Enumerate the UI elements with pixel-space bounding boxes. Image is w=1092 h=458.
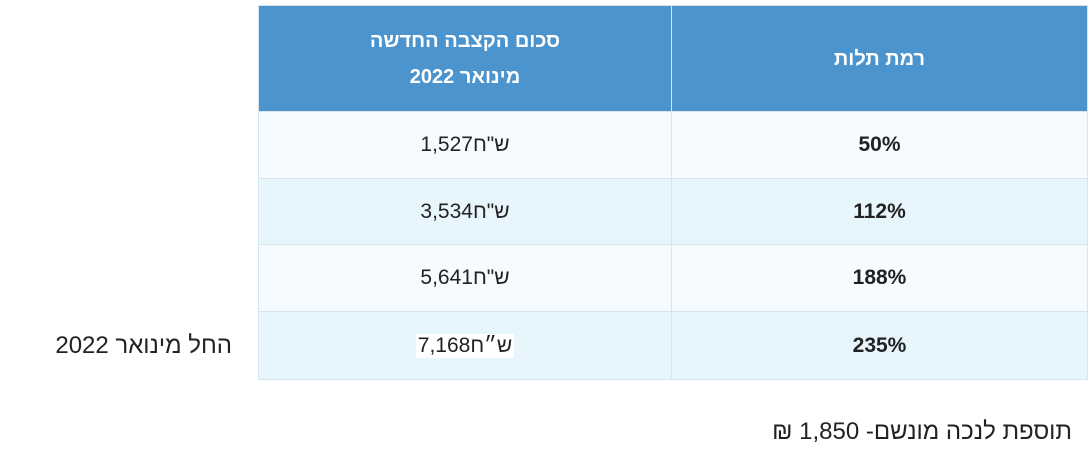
header-text: מינואר 2022 bbox=[409, 65, 521, 88]
header-cell: רמת תלות bbox=[671, 5, 1088, 112]
header-text: סכום הקצבה החדשה bbox=[369, 29, 561, 52]
table-row: 50% 1,527ש"ח bbox=[258, 111, 1088, 179]
amount-cell: 7,168ש״ח bbox=[258, 311, 672, 380]
table-row: 188% 5,641ש"ח bbox=[258, 244, 1088, 312]
amount-text: 3,534ש"ח bbox=[420, 199, 510, 223]
amount-cell: 3,534ש"ח bbox=[258, 178, 672, 245]
header-cell: סכום הקצבה החדשה מינואר 2022 bbox=[258, 5, 672, 112]
level-cell: 112% bbox=[671, 178, 1088, 245]
header-row: רמת תלות סכום הקצבה החדשה מינואר 2022 bbox=[258, 5, 1088, 112]
amount-cell: 1,527ש"ח bbox=[258, 111, 672, 179]
footer-note: תוספת לנכה מונשם- 1,850 ₪ bbox=[772, 418, 1072, 445]
allowance-table: רמת תלות סכום הקצבה החדשה מינואר 2022 50%… bbox=[258, 5, 1088, 380]
table-row: 235% 7,168ש״ח bbox=[258, 311, 1088, 380]
level-cell: 50% bbox=[671, 111, 1088, 179]
amount-text: 1,527ש"ח bbox=[420, 133, 510, 156]
side-note: החל מינואר 2022 bbox=[55, 332, 232, 359]
amount-text: 5,641ש"ח bbox=[420, 266, 510, 289]
table-body: 50% 1,527ש"ח 112% 3,534ש"ח 188% 5,641ש"ח 235% 7… bbox=[258, 111, 1088, 380]
level-cell: 235% bbox=[671, 311, 1088, 380]
level-cell: 188% bbox=[671, 244, 1088, 312]
amount-text: 7,168ש״ח bbox=[415, 333, 515, 358]
amount-cell: 5,641ש"ח bbox=[258, 244, 672, 312]
table-row: 112% 3,534ש"ח bbox=[258, 178, 1088, 245]
header-text: רמת תלות bbox=[833, 47, 926, 70]
